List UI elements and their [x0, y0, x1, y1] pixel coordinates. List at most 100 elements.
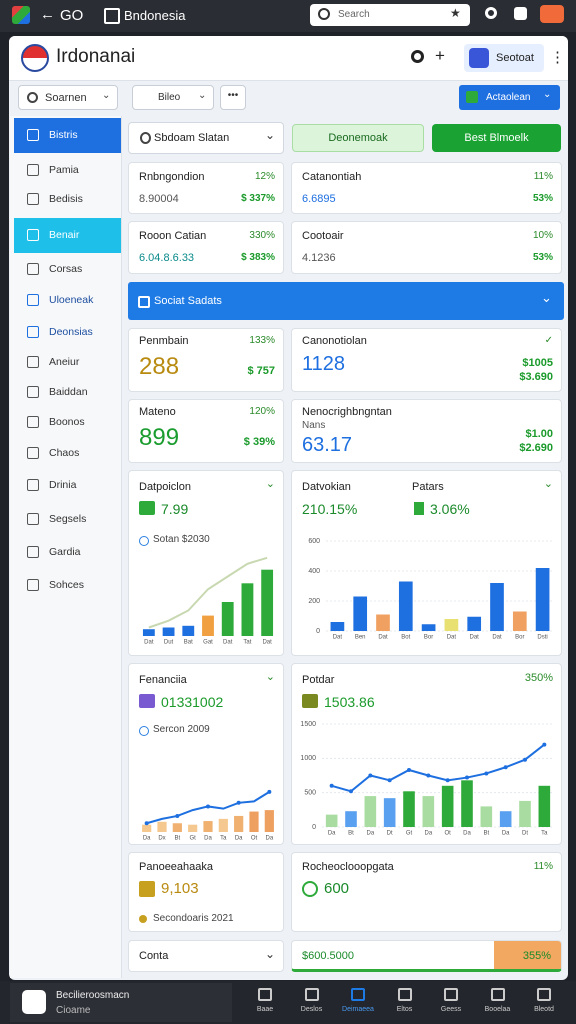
profile-icon[interactable]	[540, 5, 564, 23]
line	[331, 743, 545, 793]
summary-value: 9,103	[161, 880, 199, 897]
kpi-value: 63.17	[302, 434, 353, 456]
nav-icon[interactable]	[304, 988, 319, 1001]
point	[144, 821, 149, 826]
bar	[499, 811, 512, 827]
kpi-sub: $2.690	[519, 442, 553, 454]
chart-value: 210.15%	[302, 501, 358, 517]
stat-label: Cootoair	[302, 230, 344, 242]
dropdown-text: Sbdoam Slatan	[154, 132, 230, 144]
app-title: Irdonanai	[56, 46, 136, 67]
sidebar	[10, 116, 122, 978]
y-tick-label: 0	[316, 628, 320, 635]
footer-card: Conta ⌄	[128, 940, 284, 972]
sidebar-item[interactable]: Uloeneak	[49, 294, 94, 306]
nav-tab[interactable]: Booelaa	[484, 1006, 511, 1013]
bar	[480, 806, 493, 827]
sidebar-icon	[27, 546, 39, 558]
kpi-value: 1128	[302, 353, 346, 375]
search-box[interactable]	[310, 4, 470, 26]
x-tick-label: Da	[235, 836, 243, 842]
stat-label: Rooon Catian	[139, 230, 207, 242]
nav-tab[interactable]: Deslos	[300, 1006, 323, 1013]
x-tick-label: Dat	[333, 635, 343, 641]
sidebar-item[interactable]: Benair	[49, 229, 80, 241]
sidebar-item[interactable]: Pamia	[49, 164, 79, 176]
point	[426, 773, 431, 778]
sidebar-item[interactable]: Bistris	[49, 129, 78, 141]
summary-label: Rocheoclooopgata	[302, 861, 394, 873]
puzzle-icon[interactable]	[514, 7, 527, 20]
bar	[422, 796, 435, 827]
footer-caret: ⌄	[264, 947, 275, 961]
nav-tab[interactable]: Geess	[440, 1006, 462, 1013]
secondary-button[interactable]: Deonemoak	[292, 124, 424, 152]
sidebar-icon	[27, 193, 39, 205]
kpi-change: 133%	[249, 335, 275, 346]
star-icon[interactable]: ★	[450, 6, 461, 20]
point	[445, 778, 450, 783]
sidebar-item[interactable]: Drinia	[49, 479, 77, 491]
sidebar-item[interactable]: Sohces	[49, 579, 85, 591]
primary-button[interactable]: Best Blmoelk	[432, 124, 561, 152]
kpi-sub: $1.00	[525, 428, 553, 440]
nav-icon[interactable]	[444, 988, 458, 1001]
bar	[221, 602, 234, 636]
x-tick-label: Ta	[541, 831, 548, 837]
nav-left	[10, 983, 232, 1022]
nav-icon[interactable]	[537, 988, 551, 1001]
chart-caret: 350%	[524, 672, 553, 684]
select-dropdown[interactable]	[132, 85, 214, 110]
sidebar-icon	[27, 326, 39, 338]
gear-button[interactable]	[411, 50, 424, 63]
menu-button[interactable]: ⋮	[550, 49, 565, 66]
x-tick-label: Dt	[522, 831, 528, 837]
section-icon	[138, 296, 150, 308]
point	[523, 757, 527, 762]
main-dropdown[interactable]	[128, 122, 284, 154]
nav-icon[interactable]	[258, 988, 272, 1001]
bar	[157, 821, 167, 832]
nav-tab[interactable]: Bleotd	[534, 1006, 554, 1013]
sidebar-item[interactable]: Boonos	[49, 416, 85, 428]
section-bar[interactable]	[128, 282, 564, 320]
nav-icon[interactable]	[490, 988, 505, 1001]
sidebar-item[interactable]: Baiddan	[49, 386, 88, 398]
stat-value: 6.6895	[302, 193, 336, 205]
stat-change: 11%	[533, 171, 553, 182]
stat-sub: $ 337%	[241, 193, 275, 204]
account-name: Seotoat	[496, 52, 534, 64]
point	[542, 742, 547, 747]
sidebar-item[interactable]: Aneiur	[49, 356, 80, 368]
sidebar-item[interactable]: Deonsias	[49, 326, 93, 338]
add-button[interactable]: +	[435, 46, 445, 65]
nav-tab[interactable]: Deimaeea	[342, 1006, 374, 1013]
nav-logo	[22, 990, 46, 1014]
bar	[330, 622, 345, 631]
settings-icon[interactable]	[485, 7, 497, 19]
chart-title: Datpoiclon	[139, 481, 191, 493]
sidebar-item[interactable]: Gardia	[49, 546, 81, 558]
bar	[203, 821, 213, 832]
nav-icon[interactable]	[397, 988, 412, 1001]
sidebar-item[interactable]: Bedisis	[49, 193, 83, 205]
stat-sub: $ 383%	[241, 252, 275, 263]
chart-value: 1503.86	[324, 694, 375, 710]
nav-icon[interactable]	[351, 988, 365, 1001]
sidebar-item[interactable]: Corsas	[49, 263, 83, 275]
back-button[interactable]: ←	[40, 6, 55, 23]
sidebar-icon	[27, 229, 39, 241]
x-tick-label: Dat	[447, 635, 457, 641]
bar	[142, 824, 152, 832]
nav-tab[interactable]: Baae	[256, 1006, 274, 1013]
sidebar-item[interactable]: Chaos	[49, 447, 80, 459]
x-tick-label: Gat	[203, 640, 213, 646]
sidebar-item[interactable]: Segsels	[49, 513, 87, 525]
bar	[403, 791, 415, 827]
more-button[interactable]: •••	[220, 85, 246, 110]
dropdown-icon	[140, 132, 151, 144]
nav-tab[interactable]: Eltos	[396, 1006, 413, 1013]
sidebar-icon	[27, 416, 39, 428]
footer-label[interactable]: Conta	[139, 950, 169, 962]
bar	[172, 823, 182, 832]
